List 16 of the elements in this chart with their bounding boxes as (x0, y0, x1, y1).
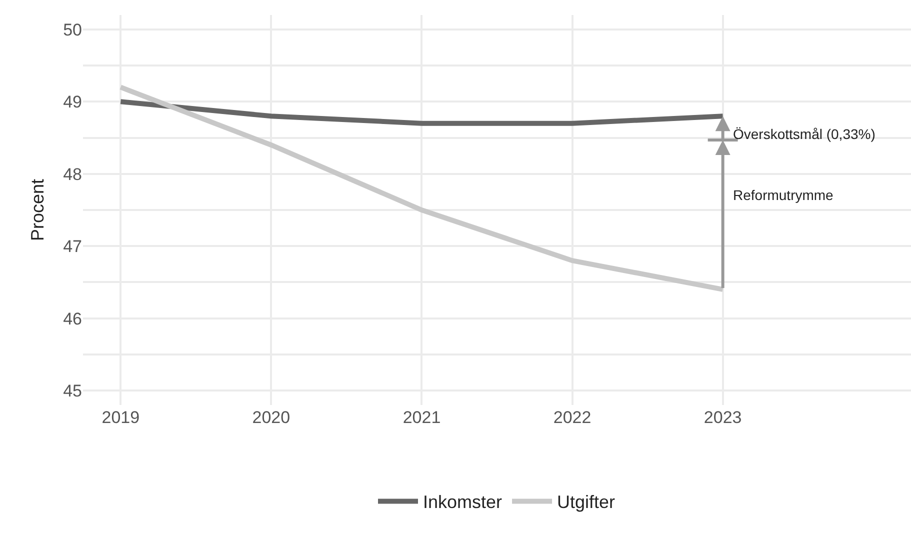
y-tick-label: 49 (63, 92, 82, 112)
x-tick-label: 2020 (252, 408, 290, 427)
y-tick-label: 46 (63, 309, 82, 328)
annotation: Reformutrymme (733, 187, 834, 203)
legend-label: Inkomster (423, 492, 502, 512)
y-tick-label: 48 (63, 164, 82, 184)
y-tick-label: 50 (63, 20, 82, 40)
x-tick-label: 2023 (704, 408, 742, 427)
y-tick-label: 47 (63, 237, 82, 256)
x-tick-label: 2021 (402, 408, 441, 427)
x-tick-label: 2019 (102, 408, 140, 427)
y-axis-title: Procent (27, 178, 48, 242)
y-tick-label: 45 (63, 382, 82, 401)
legend-label: Utgifter (557, 492, 616, 512)
x-tick-label: 2022 (553, 408, 592, 427)
ref-line-label: Överskottsmål (0,33%) (733, 126, 876, 142)
